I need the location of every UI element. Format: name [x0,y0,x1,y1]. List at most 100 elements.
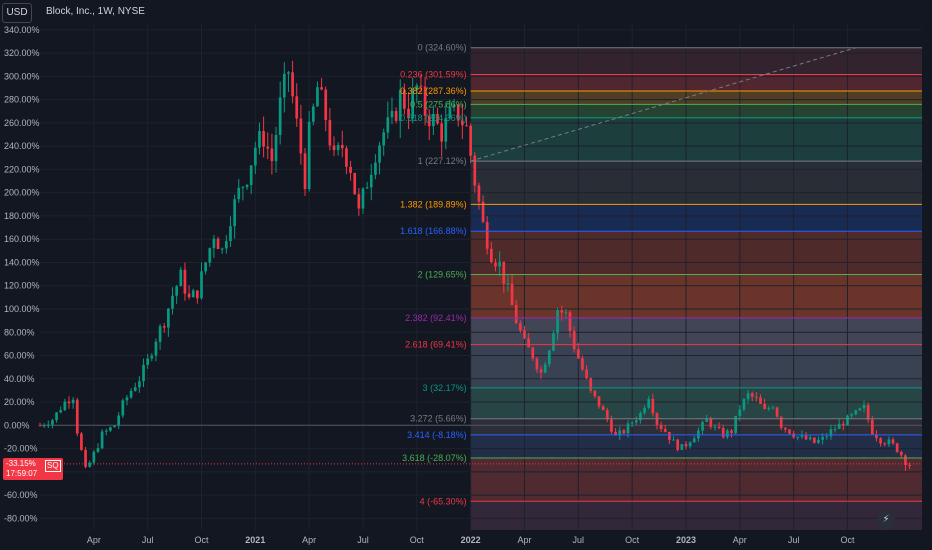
fib-level-label: 3.618 (-28.07%) [402,453,467,463]
candle-body [216,238,220,250]
y-tick-label: 40.00% [4,374,35,384]
candle-body [663,429,667,432]
candle-body [585,369,588,379]
candle-body [879,438,882,444]
candle-body [411,90,415,119]
candle-body [427,115,431,127]
candle-body [895,443,899,452]
candle-body [415,85,419,91]
candle-body [543,364,547,373]
candle-body [378,145,381,163]
candle-body [465,125,468,127]
x-tick-label: Oct [840,535,855,545]
candle-body [320,87,323,90]
fib-level-label: 1.618 (166.88%) [400,226,467,236]
candle-body [510,283,514,306]
candle-body [278,97,282,135]
candle-body [601,406,605,411]
candle-body [523,330,526,339]
candle-body [908,465,911,467]
price-symbol: SQ [45,460,61,472]
candle-body [84,449,87,467]
x-axis: Apr Jul Oct 2021 Apr Jul Oct 2022 Apr Jul Oct 2023 A… [87,535,855,545]
y-tick-label: 100.00% [4,304,40,314]
y-tick-label: 340.00% [4,25,40,35]
candle-body [204,262,207,272]
candle-body [96,448,100,452]
candle-body [191,290,195,298]
candle-body [779,416,783,428]
fib-zone [470,104,922,118]
candle-body [183,269,187,294]
candle-body [340,144,344,149]
fib-zone [470,434,922,458]
x-tick-label: Oct [194,535,209,545]
candle-body [117,415,121,426]
candle-body [875,434,878,439]
candle-body [763,403,766,409]
y-axis: 340.00% 320.00% 300.00% 280.00% 260.00% 240.0… [4,25,40,524]
candle-body [436,113,439,124]
candle-body [357,194,361,209]
fib-zone [470,231,922,275]
candle-body [175,286,178,296]
candle-body [158,326,162,342]
fib-level-label: 3.414 (-8.18%) [407,430,467,440]
fib-zone [470,457,922,502]
bolt-icon[interactable]: ⚡ [877,511,895,529]
candle-body [605,410,609,420]
candle-body [808,437,812,440]
candle-body [850,414,853,416]
y-tick-label: -80.00% [4,513,38,523]
candle-body [104,430,108,432]
candle-body [386,117,390,133]
y-tick-label: 240.00% [4,141,40,151]
candle-body [369,174,373,188]
candle-body [349,166,352,174]
candle-body [618,430,622,436]
candle-body [469,125,472,156]
candle-body [899,451,903,456]
candle-body [870,419,874,435]
candle-body [688,442,692,447]
y-tick-label: 180.00% [4,211,40,221]
candle-body [883,443,887,445]
candle-body [262,131,265,147]
candle-body [589,378,593,391]
fib-level-label: 2.618 (69.41%) [405,340,467,350]
candle-body [494,262,497,267]
candle-body [825,436,829,438]
candle-body [701,421,704,431]
candle-body [527,338,530,348]
candle-body [374,162,377,175]
fib-zone [470,317,922,345]
y-tick-label: 80.00% [4,327,35,337]
candle-body [258,131,261,148]
candle-body [858,408,862,411]
fib-zone [470,74,922,92]
fib-level-label: 3.272 (5.66%) [410,414,467,424]
candle-body [88,462,92,467]
candle-body [241,187,245,189]
currency-button[interactable]: USD [2,3,32,23]
x-tick-label: Jul [573,535,585,545]
candle-body [473,155,477,186]
candle-body [659,424,663,430]
candle-body [812,437,816,443]
candle-body [713,426,717,428]
candle-body [440,123,444,142]
x-tick-label: 2021 [245,535,265,545]
candle-body [784,427,787,430]
fib-level-label: 2 (129.65%) [418,269,467,279]
candle-body [854,410,858,415]
candle-body [287,72,290,74]
candle-body [891,439,895,444]
candle-body [846,415,849,426]
candle-body [444,117,448,142]
candle-body [634,420,638,423]
candle-body [291,72,294,97]
candle-body [531,347,535,359]
candle-body [643,407,646,413]
candle-body [196,290,199,299]
